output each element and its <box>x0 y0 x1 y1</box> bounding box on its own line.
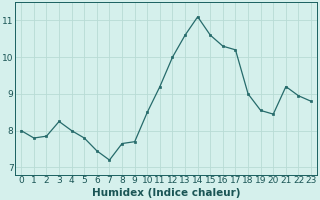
X-axis label: Humidex (Indice chaleur): Humidex (Indice chaleur) <box>92 188 240 198</box>
